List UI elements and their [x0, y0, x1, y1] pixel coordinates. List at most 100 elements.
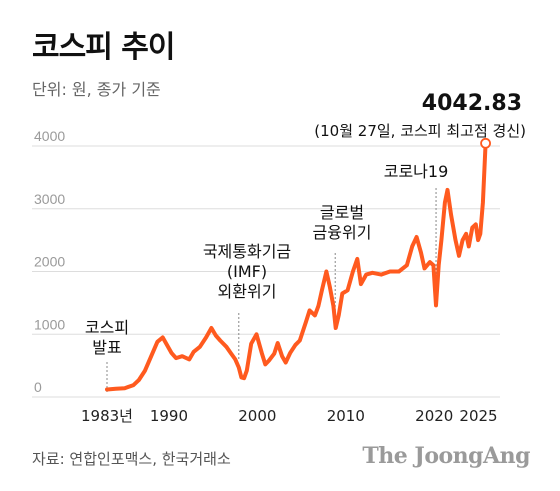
data-point — [260, 351, 264, 355]
data-point — [233, 357, 237, 361]
data-point — [370, 271, 374, 275]
data-point — [298, 338, 302, 343]
data-point — [254, 332, 259, 336]
data-point — [239, 375, 244, 380]
data-point — [263, 362, 267, 366]
data-point — [288, 351, 292, 355]
data-point — [131, 383, 136, 387]
data-point — [460, 238, 465, 242]
data-point — [474, 222, 478, 227]
data-point — [245, 369, 249, 373]
data-point — [229, 351, 233, 355]
data-point — [439, 238, 443, 242]
data-point — [123, 386, 127, 390]
data-point — [351, 269, 355, 274]
data-point — [209, 326, 213, 330]
data-point — [242, 376, 246, 380]
data-point — [431, 263, 435, 267]
data-point — [272, 352, 276, 356]
data-point — [445, 188, 450, 192]
gridlines — [32, 145, 500, 398]
data-point — [388, 269, 392, 274]
x-tick-label: 2025 — [459, 407, 497, 425]
y-axis-ticks: 0 1000 2000 3000 4000 — [34, 128, 65, 395]
y-tick-label: 4000 — [34, 128, 65, 144]
data-point — [237, 365, 241, 370]
data-point — [470, 225, 474, 230]
data-point — [187, 357, 191, 361]
data-point — [149, 354, 153, 358]
data-point — [328, 285, 332, 289]
data-point — [249, 342, 253, 346]
data-point — [143, 369, 147, 373]
data-point — [324, 269, 328, 274]
data-point — [355, 257, 359, 261]
data-point — [280, 354, 284, 358]
data-point — [334, 326, 338, 330]
data-point — [169, 351, 174, 355]
data-point — [428, 260, 432, 264]
x-tick-label: 2020 — [415, 407, 453, 425]
annotation-label: (IMF) — [227, 262, 267, 281]
data-point — [414, 235, 419, 239]
series-layer — [105, 141, 488, 392]
data-point — [267, 359, 271, 363]
peak-marker — [480, 137, 491, 149]
annotation-label: 코로나19 — [384, 162, 449, 181]
x-tick-label: 1983년 — [81, 407, 133, 425]
data-point — [304, 320, 308, 324]
data-point — [155, 340, 160, 344]
y-tick-label: 1000 — [34, 316, 65, 332]
data-point — [405, 263, 409, 267]
data-point — [192, 350, 196, 354]
x-tick-label: 2010 — [327, 407, 365, 425]
x-axis-ticks: 1983년 1990 2000 2010 2020 2025 — [81, 407, 498, 425]
data-point — [340, 291, 344, 296]
data-point — [379, 273, 383, 277]
annotation-label: 발표 — [92, 338, 121, 357]
annotation-label: 코스피 — [85, 318, 129, 337]
x-tick-label: 2000 — [238, 407, 276, 425]
data-point — [293, 343, 298, 347]
y-tick-label: 3000 — [34, 191, 65, 207]
y-tick-label: 2000 — [34, 254, 65, 270]
data-point — [204, 335, 208, 339]
brand-logo: The JoongAng — [362, 443, 530, 469]
data-point — [161, 335, 165, 339]
data-point — [464, 232, 468, 236]
annotation-label: 국제통화기금 — [203, 242, 291, 261]
data-point — [345, 288, 350, 292]
data-point — [481, 200, 485, 205]
data-point — [276, 341, 280, 345]
data-point — [218, 338, 222, 343]
data-point — [307, 308, 312, 313]
data-point — [453, 238, 458, 242]
data-point — [434, 303, 438, 307]
data-point — [476, 238, 480, 242]
data-point — [137, 378, 141, 382]
page-title: 코스피 추이 — [32, 30, 175, 65]
peak-note: (10월 27일, 코스피 최고점 경신) — [314, 122, 526, 140]
data-point — [313, 313, 317, 318]
data-point — [164, 342, 168, 346]
data-point — [364, 273, 368, 277]
data-point — [114, 387, 118, 391]
data-point — [449, 213, 453, 217]
data-point — [467, 244, 471, 248]
data-point — [443, 200, 447, 205]
data-point — [214, 333, 218, 338]
data-point — [224, 345, 229, 349]
data-point — [174, 356, 178, 360]
data-point — [359, 282, 363, 286]
data-point — [397, 269, 401, 274]
data-point — [437, 263, 441, 267]
data-point — [316, 304, 321, 308]
data-point — [331, 304, 336, 308]
unit-note: 단위: 원, 종가 기준 — [32, 80, 161, 99]
data-point — [284, 360, 288, 365]
peak-value: 4042.83 — [422, 91, 522, 116]
x-tick-label: 1990 — [150, 407, 188, 425]
annotation-label: 금융위기 — [313, 223, 372, 242]
